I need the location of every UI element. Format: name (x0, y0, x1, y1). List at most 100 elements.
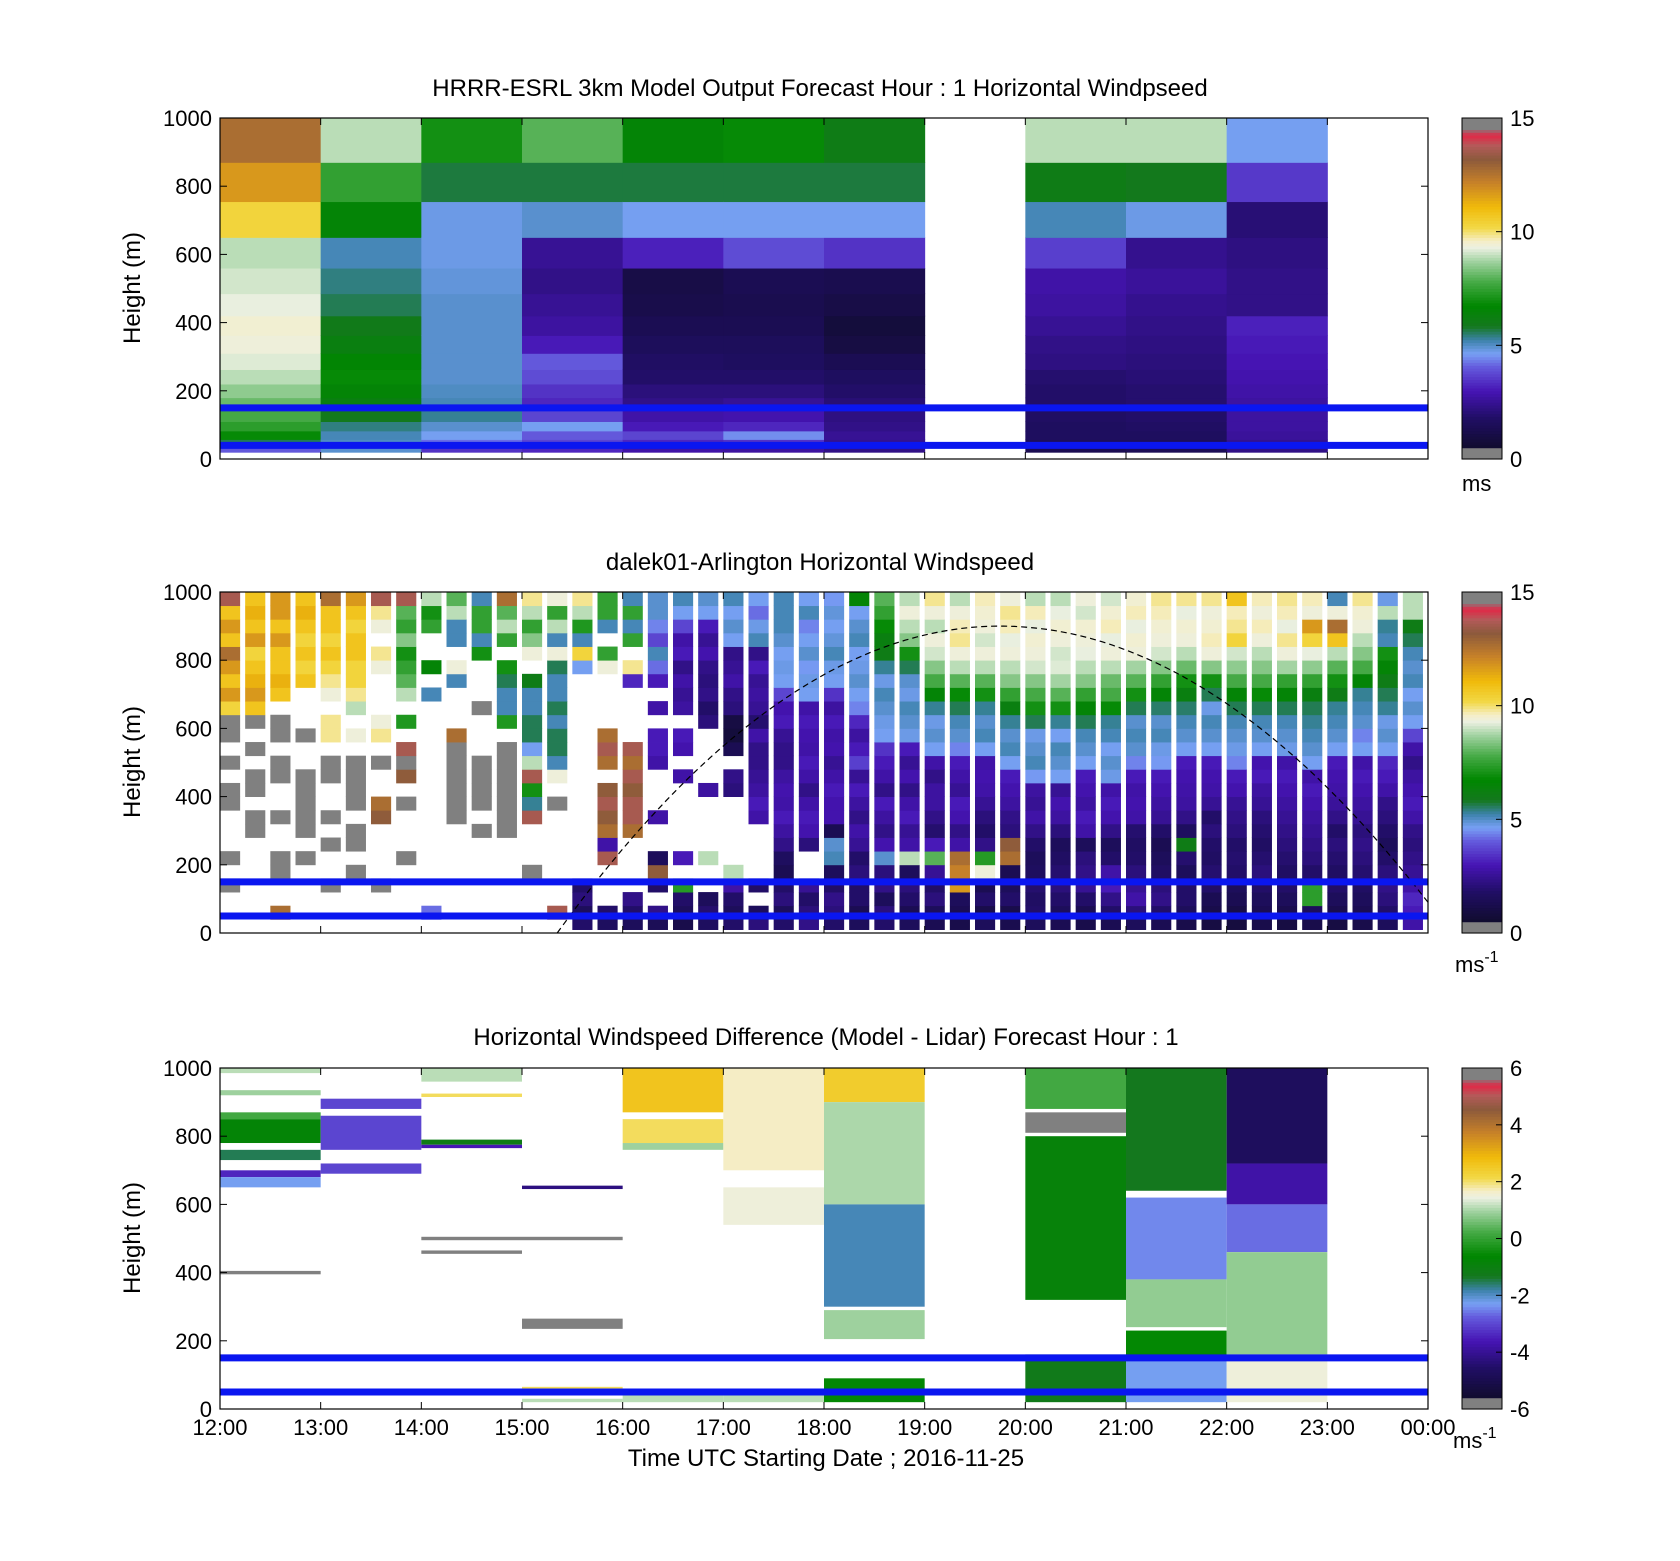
heatmap-cell (773, 892, 794, 907)
colorbar-segment (1462, 427, 1502, 432)
heatmap-cell (1126, 201, 1228, 238)
colorbar-segment (1462, 191, 1502, 196)
heatmap-cell (220, 782, 241, 797)
heatmap-cell (597, 660, 618, 675)
colorbar-segment (1462, 1332, 1502, 1336)
colorbar-segment (1462, 1221, 1502, 1225)
colorbar-segment (1462, 240, 1502, 244)
heatmap-cell (320, 619, 341, 634)
colorbar-segment (1462, 853, 1502, 857)
colorbar-segment (1462, 788, 1502, 792)
x-tick-label: 22:00 (1199, 1415, 1254, 1440)
heatmap-cell (798, 619, 819, 634)
heatmap-cell (522, 1318, 623, 1329)
heatmap-cell (446, 673, 467, 688)
heatmap-cell (1151, 646, 1172, 661)
heatmap-cell (622, 369, 724, 385)
heatmap-cell (496, 769, 517, 784)
heatmap-cell (496, 810, 517, 825)
colorbar-segment (1462, 637, 1502, 641)
heatmap-cell (723, 728, 744, 743)
heatmap-cell (1352, 892, 1373, 907)
heatmap-cell (1126, 701, 1147, 716)
x-tick-label: 23:00 (1300, 1415, 1355, 1440)
heatmap-cell (345, 687, 366, 702)
colorbar-segment (1462, 299, 1502, 304)
colorbar-segment (1462, 773, 1502, 778)
heatmap-cell (220, 383, 322, 399)
heatmap-cell (295, 605, 316, 620)
colorbar-segment (1462, 237, 1502, 241)
colorbar-segment (1462, 231, 1502, 236)
heatmap-cell (1377, 592, 1398, 607)
colorbar-segment (1462, 600, 1502, 604)
heatmap-cell (748, 619, 769, 634)
heatmap-cell (874, 605, 895, 620)
colorbar-segment (1462, 1119, 1502, 1123)
heatmap-cell (345, 755, 366, 770)
heatmap-cell (320, 728, 341, 743)
heatmap-cell (572, 660, 593, 675)
heatmap-cell (824, 421, 926, 432)
heatmap-cell (949, 687, 970, 702)
heatmap-cell (220, 162, 322, 203)
heatmap-cell (647, 660, 668, 675)
colorbar-segment (1462, 1315, 1502, 1319)
heatmap-cell (1226, 619, 1247, 634)
heatmap-cell (1352, 837, 1373, 852)
heatmap-cell (1025, 673, 1046, 688)
heatmap-cell (1126, 728, 1147, 743)
heatmap-cell (1025, 353, 1127, 370)
colorbar-segment (1462, 368, 1502, 372)
colorbar-segment (1462, 1403, 1502, 1407)
heatmap-cell (1277, 728, 1298, 743)
heatmap-cell (622, 201, 724, 238)
heatmap-cell (698, 646, 719, 661)
colorbar-segment (1462, 174, 1502, 179)
heatmap-cell (496, 592, 517, 607)
colorbar-segment (1462, 722, 1502, 727)
heatmap-cell (547, 646, 568, 661)
heatmap-cell (220, 755, 241, 770)
colorbar-segment (1462, 864, 1502, 869)
heatmap-cell (1075, 755, 1096, 770)
heatmap-cell (949, 851, 970, 866)
heatmap-cell (622, 410, 724, 422)
heatmap-cell (1327, 892, 1348, 907)
heatmap-cell (1151, 605, 1172, 620)
heatmap-cell (1302, 796, 1323, 811)
colorbar-tick-label: -2 (1510, 1283, 1530, 1308)
colorbar-segment (1462, 1406, 1502, 1410)
heatmap-cell (899, 714, 920, 729)
y-tick-label: 600 (175, 716, 212, 741)
heatmap-cell (1126, 673, 1147, 688)
heatmap-cell (522, 383, 624, 399)
colorbar-segment (1462, 1104, 1502, 1109)
heatmap-cell (698, 701, 719, 716)
heatmap-cell (975, 592, 996, 607)
colorbar-segment (1462, 311, 1502, 315)
heatmap-cell (723, 237, 825, 269)
colorbar-segment (1462, 915, 1502, 920)
heatmap-cell (1025, 796, 1046, 811)
heatmap-cell (522, 201, 624, 238)
heatmap-cell (220, 687, 241, 702)
heatmap-cell (522, 315, 624, 336)
heatmap-cell (1352, 632, 1373, 647)
reference-lines (220, 878, 1428, 920)
heatmap-cell (421, 1068, 522, 1082)
colorbar-segment (1462, 1346, 1502, 1350)
heatmap-cell (1025, 714, 1046, 729)
heatmap-cell (220, 410, 322, 422)
heatmap-cell (572, 919, 593, 930)
colorbar-segment (1462, 211, 1502, 216)
heatmap-cell (1226, 605, 1247, 620)
heatmap-cell (220, 1090, 321, 1096)
heatmap-cell (1126, 118, 1228, 163)
heatmap-cell (1302, 755, 1323, 770)
heatmap-cell (849, 605, 870, 620)
colorbar-segment (1462, 353, 1502, 358)
x-tick-label: 15:00 (494, 1415, 549, 1440)
heatmap-cell (1050, 687, 1071, 702)
